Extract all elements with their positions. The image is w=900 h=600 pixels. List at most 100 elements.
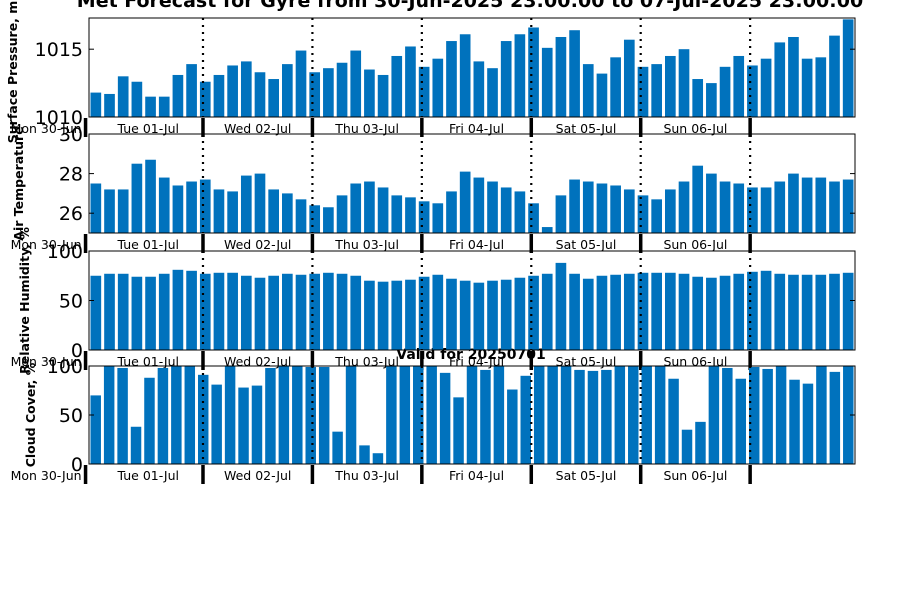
bar — [459, 280, 471, 350]
bar — [158, 273, 170, 350]
y-axis-label: Surface Pressure, mb — [5, 0, 20, 143]
bar — [309, 273, 321, 350]
bar — [541, 47, 553, 118]
bar — [186, 181, 197, 233]
day-label: Sat 05-Jul — [556, 468, 617, 483]
bar — [405, 279, 416, 350]
bar — [665, 189, 676, 233]
bar — [719, 181, 731, 233]
bar — [446, 41, 457, 117]
bar — [722, 367, 733, 464]
bar — [678, 273, 690, 350]
bar — [760, 58, 772, 117]
bar — [747, 187, 758, 233]
bar — [391, 280, 403, 350]
bar — [637, 272, 649, 350]
day-label: Mon 30-Jun — [11, 354, 82, 369]
y-axis-label: Cloud Cover, % — [23, 362, 38, 467]
axes-frame — [88, 17, 856, 118]
bar — [145, 159, 156, 233]
day-label: Mon 30-Jun — [11, 237, 82, 252]
day-label: Tue 01-Jul — [117, 121, 180, 136]
y-tick-label: 50 — [59, 291, 83, 313]
bar — [788, 36, 799, 117]
bar — [596, 73, 608, 117]
bar — [172, 74, 184, 117]
bar — [801, 274, 813, 350]
bar — [582, 181, 594, 233]
bar — [332, 431, 343, 464]
bar — [172, 269, 184, 350]
bar — [318, 366, 330, 464]
bar — [131, 163, 143, 233]
y-tick-label: 0 — [71, 340, 83, 362]
day-label: Tue 01-Jul — [117, 237, 180, 252]
bar — [130, 426, 142, 464]
bar — [610, 57, 621, 117]
bar — [364, 69, 375, 117]
bar — [760, 187, 772, 233]
bar — [681, 429, 693, 464]
bar — [623, 189, 635, 233]
bar — [789, 379, 800, 464]
bar — [117, 367, 128, 464]
day-label: Fri 04-Jul — [449, 237, 504, 252]
figure-title: Met Forecast for Gyre from 30-Jun-2025 2… — [77, 0, 863, 12]
bar — [520, 375, 531, 464]
bar — [305, 366, 316, 464]
bar — [254, 277, 266, 350]
bar — [377, 281, 389, 350]
bar — [760, 270, 772, 350]
bar — [158, 96, 170, 117]
bar — [227, 272, 238, 350]
y-tick-label: 30 — [59, 124, 83, 146]
y-tick-label: 0 — [71, 454, 83, 476]
bar — [788, 274, 799, 350]
bar — [555, 262, 567, 350]
bar — [610, 185, 621, 233]
bar — [377, 187, 389, 233]
bar — [651, 272, 662, 350]
bar — [104, 189, 115, 233]
y-axis-label: Air Temperature — [11, 126, 26, 240]
bar — [426, 366, 437, 464]
day-label: Wed 02-Jul — [224, 354, 291, 369]
bar — [323, 272, 334, 350]
bar — [493, 366, 505, 464]
bar — [413, 366, 424, 464]
bar — [405, 46, 416, 118]
bar — [692, 276, 704, 350]
bar — [842, 272, 854, 350]
bar — [90, 395, 101, 464]
bar — [278, 366, 290, 464]
bar — [238, 387, 249, 464]
bar — [708, 366, 720, 464]
bar — [560, 366, 572, 464]
bar — [172, 185, 184, 233]
bar — [678, 181, 690, 233]
bar — [637, 195, 649, 233]
bar — [541, 227, 553, 233]
y-tick-label: 1010 — [35, 107, 83, 129]
bar — [774, 273, 786, 350]
bar — [692, 165, 704, 233]
bar — [224, 366, 236, 464]
bar — [719, 275, 731, 350]
chart-panels: 1010 1015 Mon 30-Jun Tue 01-Jul Wed 02-Jul Th… — [5, 0, 856, 484]
bar — [117, 76, 129, 117]
bar — [309, 205, 321, 233]
bar — [628, 366, 639, 464]
bar — [145, 276, 156, 350]
bar — [651, 64, 662, 117]
bar — [213, 189, 225, 233]
bar — [432, 203, 444, 233]
day-label: Fri 04-Jul — [449, 354, 504, 369]
bar — [665, 55, 676, 117]
day-label: Fri 04-Jul — [449, 121, 504, 136]
bar — [500, 187, 512, 233]
bar — [654, 366, 666, 464]
bar — [90, 183, 102, 233]
bar — [359, 445, 370, 464]
day-label: Wed 02-Jul — [224, 237, 291, 252]
